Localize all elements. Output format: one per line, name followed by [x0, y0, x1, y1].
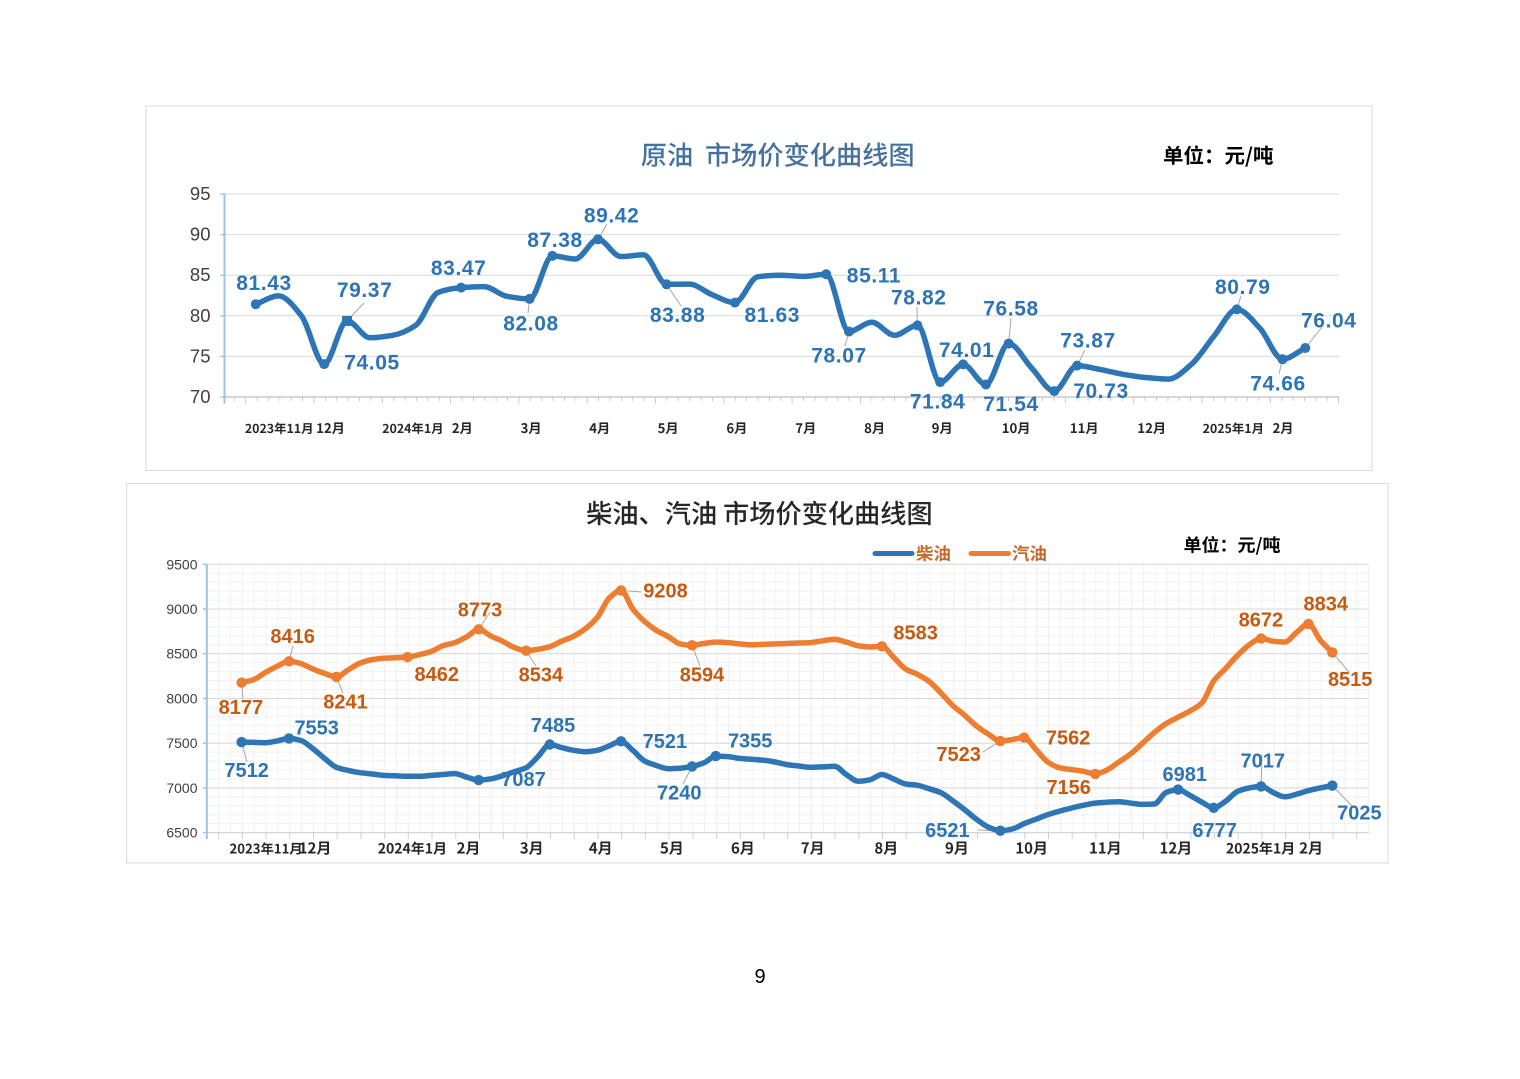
svg-text:6521: 6521 — [925, 820, 970, 842]
svg-text:78.07: 78.07 — [811, 344, 867, 367]
svg-text:8500: 8500 — [166, 646, 197, 662]
svg-text:85: 85 — [190, 264, 211, 285]
svg-text:85.11: 85.11 — [847, 264, 901, 287]
svg-text:82.08: 82.08 — [503, 312, 559, 335]
svg-text:8534: 8534 — [519, 664, 564, 686]
svg-text:74.01: 74.01 — [939, 339, 995, 362]
svg-text:8672: 8672 — [1239, 610, 1284, 632]
svg-text:89.42: 89.42 — [584, 205, 640, 228]
svg-text:8773: 8773 — [458, 600, 503, 622]
svg-text:8583: 8583 — [893, 623, 938, 645]
svg-text:7025: 7025 — [1337, 803, 1382, 825]
svg-text:6500: 6500 — [166, 825, 197, 841]
svg-text:70: 70 — [190, 386, 211, 407]
svg-text:83.47: 83.47 — [431, 257, 487, 280]
svg-text:87.38: 87.38 — [527, 229, 583, 252]
svg-text:9: 9 — [754, 966, 765, 988]
svg-text:8177: 8177 — [219, 697, 264, 719]
svg-text:9208: 9208 — [643, 581, 688, 603]
svg-text:80.79: 80.79 — [1215, 276, 1271, 299]
svg-text:76.04: 76.04 — [1301, 310, 1357, 333]
svg-text:7521: 7521 — [643, 731, 688, 753]
svg-text:6777: 6777 — [1192, 820, 1237, 842]
svg-text:74.05: 74.05 — [344, 351, 400, 374]
svg-text:8462: 8462 — [415, 664, 460, 686]
svg-text:73.87: 73.87 — [1060, 329, 1116, 352]
svg-text:8000: 8000 — [166, 691, 197, 707]
svg-text:74.66: 74.66 — [1250, 372, 1306, 395]
svg-text:71.54: 71.54 — [983, 393, 1039, 416]
svg-text:6981: 6981 — [1163, 764, 1208, 786]
svg-text:70.73: 70.73 — [1073, 380, 1129, 403]
svg-text:7500: 7500 — [166, 735, 197, 751]
svg-text:8594: 8594 — [680, 664, 725, 686]
svg-text:8416: 8416 — [270, 626, 315, 648]
svg-text:9000: 9000 — [166, 601, 197, 617]
svg-text:8834: 8834 — [1304, 594, 1349, 616]
svg-text:7512: 7512 — [224, 760, 269, 782]
svg-text:7485: 7485 — [531, 715, 576, 737]
svg-text:71.84: 71.84 — [910, 390, 966, 413]
svg-text:81.63: 81.63 — [745, 304, 801, 327]
svg-text:7355: 7355 — [728, 730, 773, 752]
svg-text:80: 80 — [190, 305, 211, 326]
svg-text:7553: 7553 — [294, 717, 339, 739]
svg-text:95: 95 — [190, 183, 211, 204]
svg-text:78.82: 78.82 — [891, 287, 947, 310]
svg-text:83.88: 83.88 — [650, 304, 706, 327]
svg-text:7017: 7017 — [1241, 751, 1286, 773]
svg-text:7156: 7156 — [1046, 777, 1091, 799]
svg-text:81.43: 81.43 — [236, 272, 292, 295]
svg-text:79.37: 79.37 — [337, 279, 393, 302]
svg-text:7523: 7523 — [936, 744, 981, 766]
svg-text:90: 90 — [190, 224, 211, 245]
svg-text:8241: 8241 — [323, 691, 368, 713]
svg-text:76.58: 76.58 — [983, 298, 1039, 321]
svg-text:75: 75 — [190, 345, 211, 366]
svg-text:7240: 7240 — [657, 783, 702, 805]
svg-text:7000: 7000 — [166, 780, 197, 796]
svg-text:7562: 7562 — [1046, 728, 1091, 750]
svg-text:7087: 7087 — [501, 769, 546, 791]
svg-text:8515: 8515 — [1328, 669, 1373, 691]
svg-text:9500: 9500 — [166, 556, 197, 572]
